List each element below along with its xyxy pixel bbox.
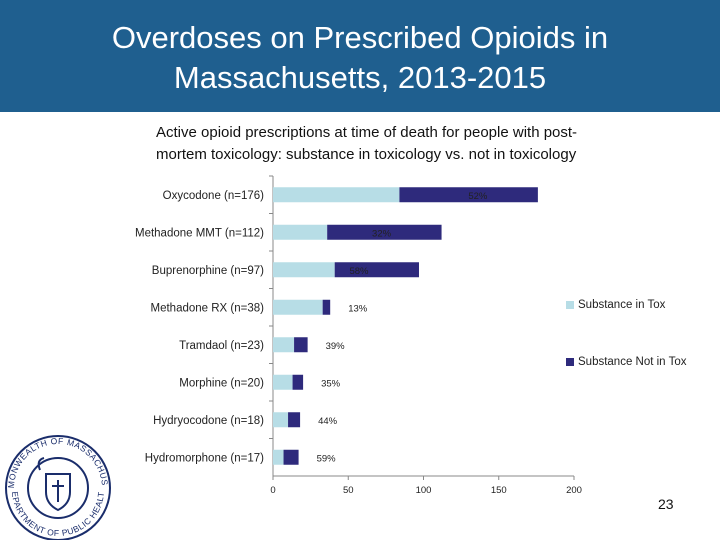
chart-legend: Substance in Tox Substance Not in Tox [566, 298, 706, 369]
title-banner: Overdoses on Prescribed Opioids in Massa… [0, 0, 720, 112]
data-label: 44% [318, 416, 338, 427]
data-label: 13% [348, 303, 368, 314]
category-label: Hydromorphone (n=17) [145, 452, 264, 464]
legend-item-in-tox: Substance in Tox [566, 298, 706, 312]
bar-in-tox [273, 374, 293, 390]
bar-in-tox [273, 412, 289, 428]
slide-title-line2: Massachusetts, 2013-2015 [173, 60, 547, 95]
bar-not-in-tox [322, 299, 331, 315]
x-tick-label: 150 [491, 485, 507, 496]
legend-item-not-in-tox: Substance Not in Tox [566, 355, 706, 369]
bar-not-in-tox [283, 449, 299, 465]
data-label: 59% [317, 453, 337, 464]
slide-title-line1: Overdoses on Prescribed Opioids in [111, 20, 609, 55]
bar-not-in-tox [292, 374, 304, 390]
x-tick-label: 100 [416, 485, 432, 496]
x-tick-label: 200 [566, 485, 582, 496]
legend-swatch-not-in-tox [566, 358, 574, 366]
bar-in-tox [273, 224, 328, 240]
state-seal-logo: COMMONWEALTH OF MASSACHUSETTS DEPARTMENT… [0, 430, 111, 540]
data-label: 32% [372, 228, 392, 239]
svg-text:COMMONWEALTH OF MASSACHUSETTS: COMMONWEALTH OF MASSACHUSETTS [0, 430, 110, 488]
x-tick-label: 50 [343, 485, 354, 496]
bar-not-in-tox [399, 187, 538, 203]
bar-in-tox [273, 449, 284, 465]
bar-not-in-tox [288, 412, 301, 428]
data-label: 52% [468, 191, 488, 202]
category-label: Tramdaol (n=23) [179, 340, 264, 352]
category-label: Buprenorphine (n=97) [152, 265, 264, 277]
data-label: 35% [321, 378, 341, 389]
category-label: Hydryocodone (n=18) [153, 415, 264, 427]
legend-label-in-tox: Substance in Tox [578, 299, 666, 311]
subtitle-line2: mortem toxicology: substance in toxicolo… [156, 146, 577, 163]
chart-subtitle: Active opioid prescriptions at time of d… [156, 122, 676, 166]
bar-not-in-tox [294, 337, 308, 353]
bar-in-tox [273, 262, 335, 278]
bar-in-tox [273, 337, 295, 353]
category-label: Methadone MMT (n=112) [135, 227, 264, 239]
legend-swatch-in-tox [566, 301, 574, 309]
subtitle-line1: Active opioid prescriptions at time of d… [156, 124, 578, 141]
data-label: 39% [326, 341, 346, 352]
category-label: Methadone RX (n=38) [151, 302, 265, 314]
page-number: 23 [658, 496, 674, 512]
legend-label-not-in-tox: Substance Not in Tox [578, 356, 687, 368]
category-label: Morphine (n=20) [179, 377, 264, 389]
bar-in-tox [273, 187, 400, 203]
bar-not-in-tox [327, 224, 442, 240]
category-label: Oxycodone (n=176) [163, 190, 264, 202]
data-label: 58% [349, 266, 369, 277]
x-tick-label: 0 [270, 485, 275, 496]
bar-in-tox [273, 299, 323, 315]
bar-not-in-tox [334, 262, 419, 278]
